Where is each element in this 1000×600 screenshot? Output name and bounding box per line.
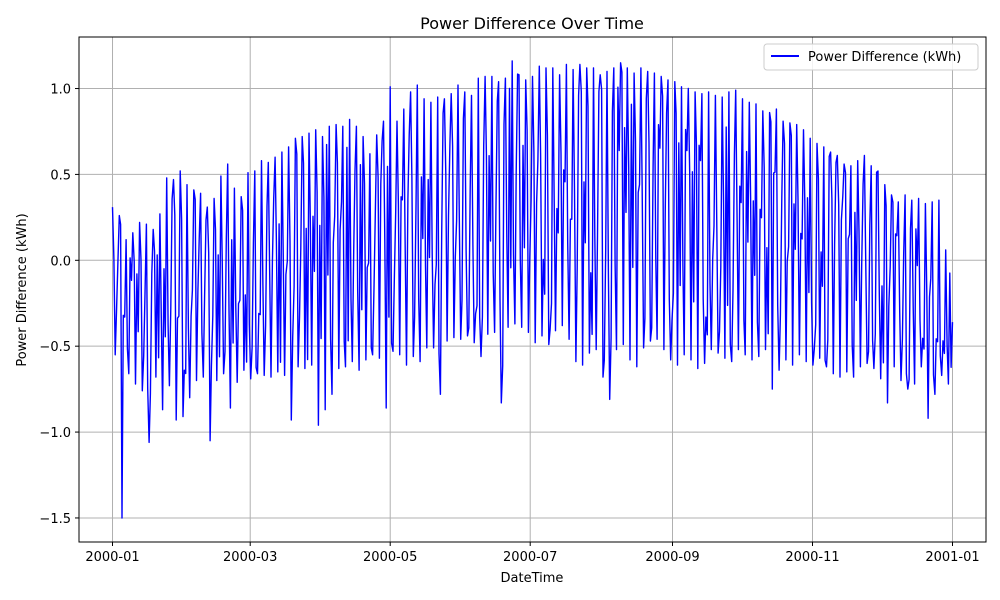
y-tick-label: −1.0	[39, 426, 71, 441]
chart-title: Power Difference Over Time	[420, 14, 644, 33]
y-tick-label: 0.5	[50, 168, 71, 183]
legend-box	[763, 43, 979, 71]
y-axis: −1.5 −1.0 −0.5 0.0 0.5 1.0	[39, 83, 79, 527]
plot-frame	[78, 36, 987, 543]
x-tick-label: 2000-09	[645, 550, 699, 565]
legend: Power Difference (kWh)	[763, 43, 979, 71]
x-tick-label: 2000-07	[503, 550, 557, 565]
x-tick-label: 2001-01	[925, 550, 979, 565]
x-axis-label: DateTime	[501, 571, 564, 586]
x-tick-label: 2000-11	[785, 550, 839, 565]
x-tick-label: 2000-01	[85, 550, 139, 565]
x-tick-label: 2000-03	[223, 550, 277, 565]
series-line	[111, 60, 954, 519]
y-tick-label: 1.0	[50, 83, 71, 98]
y-tick-label: 0.0	[50, 254, 71, 269]
x-tick-label: 2000-05	[363, 550, 417, 565]
series-layer	[111, 60, 954, 519]
legend-label: Power Difference (kWh)	[808, 50, 961, 65]
y-tick-label: −1.5	[39, 512, 71, 527]
x-axis: 2000-01 2000-03 2000-05 2000-07 2000-09 2000-…	[85, 542, 980, 565]
grid	[79, 37, 986, 542]
y-axis-label: Power Difference (kWh)	[15, 213, 30, 366]
y-tick-label: −0.5	[39, 340, 71, 355]
